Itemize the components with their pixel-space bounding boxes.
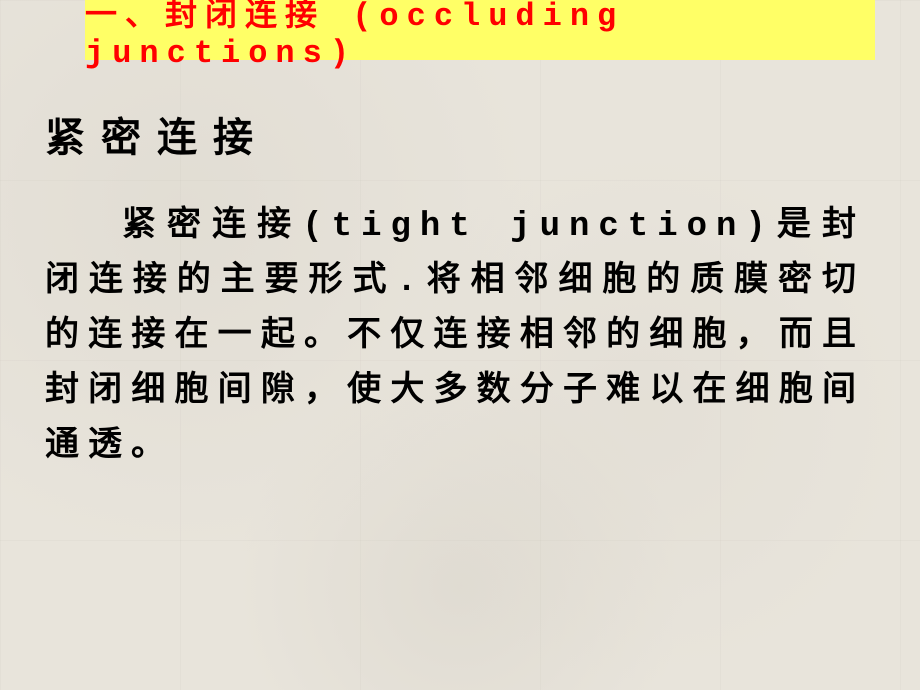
body-text-content: 紧密连接(tight junction)是封闭连接的主要形式.将相邻细胞的质膜密… bbox=[45, 208, 865, 466]
page-title: 一、封闭连接 (occluding junctions) bbox=[85, 0, 875, 72]
body-paragraph: 紧密连接(tight junction)是封闭连接的主要形式.将相邻细胞的质膜密… bbox=[45, 200, 865, 475]
section-subtitle: 紧密连接 bbox=[45, 105, 269, 163]
title-bar: 一、封闭连接 (occluding junctions) bbox=[85, 0, 875, 60]
